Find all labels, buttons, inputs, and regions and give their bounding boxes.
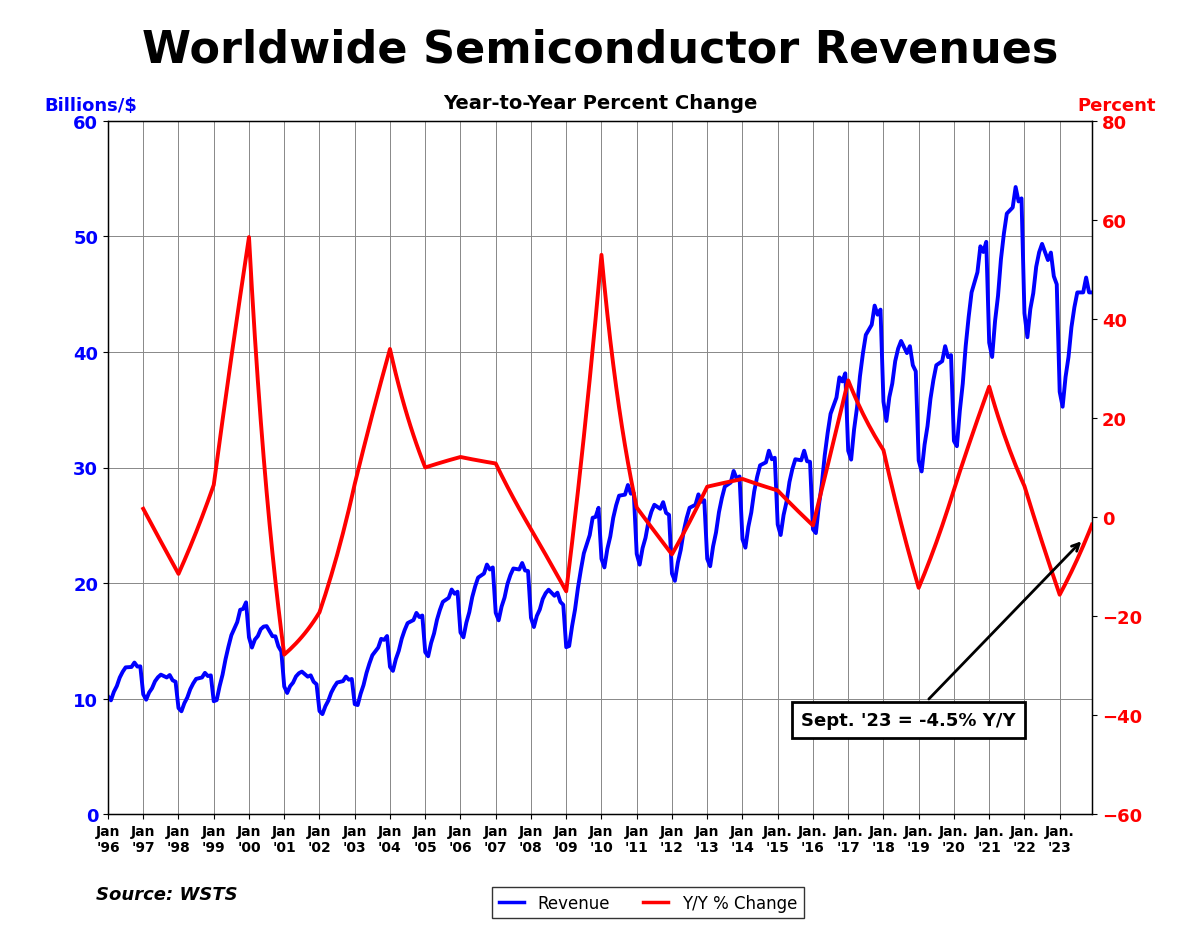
Legend: Revenue, Y/Y % Change: Revenue, Y/Y % Change: [492, 887, 804, 918]
Text: Sept. '23 = -4.5% Y/Y: Sept. '23 = -4.5% Y/Y: [802, 544, 1079, 729]
Text: Year-to-Year Percent Change: Year-to-Year Percent Change: [443, 94, 757, 112]
Text: Source: WSTS: Source: WSTS: [96, 885, 238, 902]
Text: Billions/$: Billions/$: [44, 96, 137, 115]
Text: Worldwide Semiconductor Revenues: Worldwide Semiconductor Revenues: [142, 28, 1058, 71]
Text: Percent: Percent: [1078, 96, 1156, 115]
